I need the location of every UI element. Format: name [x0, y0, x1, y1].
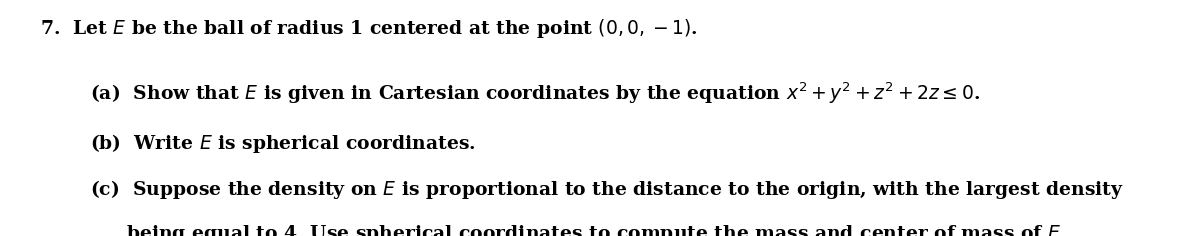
Text: (b)  Write $E$ is spherical coordinates.: (b) Write $E$ is spherical coordinates. — [90, 132, 475, 155]
Text: (c)  Suppose the density on $E$ is proportional to the distance to the origin, w: (c) Suppose the density on $E$ is propor… — [90, 178, 1124, 201]
Text: being equal to 4. Use spherical coordinates to compute the mass and center of ma: being equal to 4. Use spherical coordina… — [126, 223, 1067, 236]
Text: 7.  Let $E$ be the ball of radius 1 centered at the point $(0, 0, -1)$.: 7. Let $E$ be the ball of radius 1 cente… — [40, 17, 697, 39]
Text: (a)  Show that $E$ is given in Cartesian coordinates by the equation $x^2 + y^2 : (a) Show that $E$ is given in Cartesian … — [90, 80, 980, 106]
